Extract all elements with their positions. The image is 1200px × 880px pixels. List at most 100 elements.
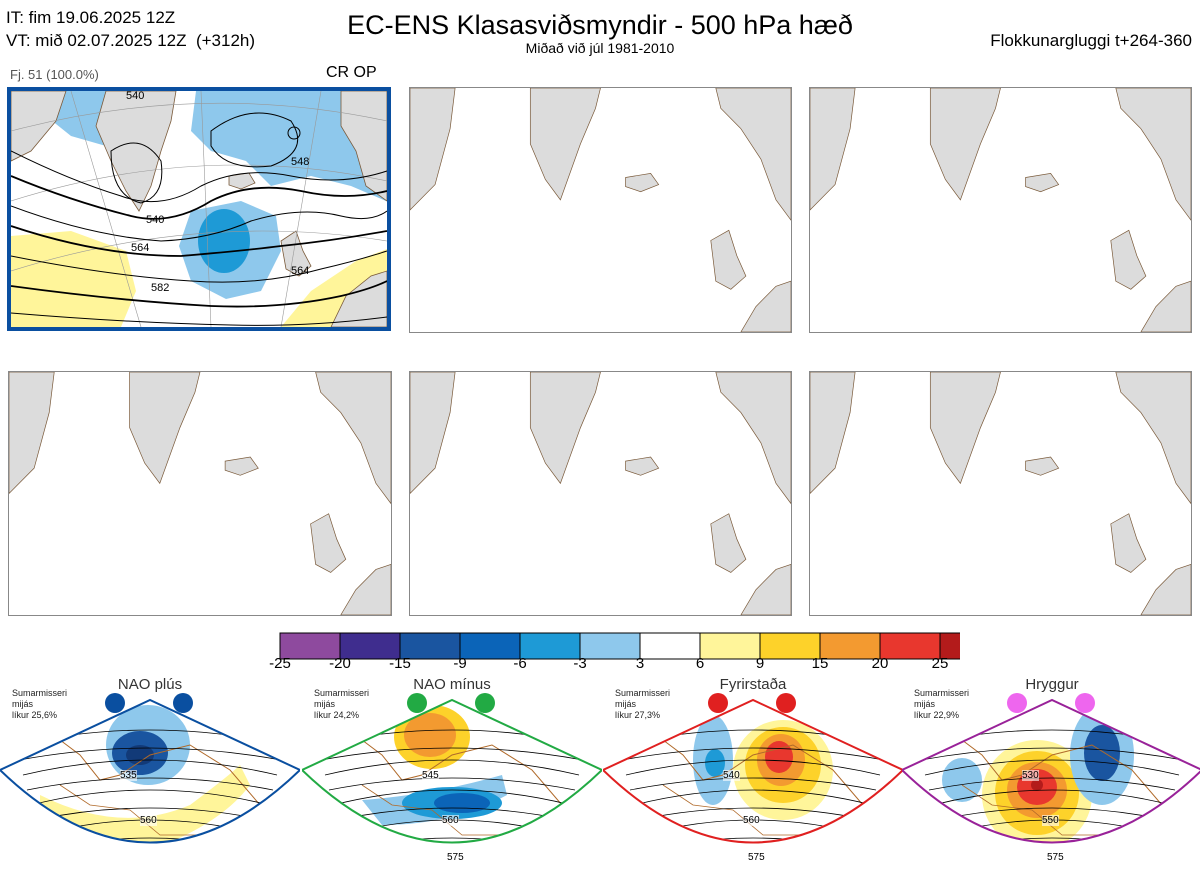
regime-panel[interactable] bbox=[601, 685, 905, 871]
regime-label: CR OP bbox=[326, 64, 377, 81]
regime-contour-label: 575 bbox=[1047, 852, 1064, 863]
init-time: IT: fim 19.06.2025 12Z bbox=[6, 8, 176, 27]
colorbar-tick-label: 9 bbox=[755, 655, 765, 672]
regime-contour-label: 575 bbox=[748, 852, 765, 863]
colorbar-cell bbox=[939, 632, 960, 660]
iceland-land bbox=[1025, 173, 1060, 193]
colorbar-cell bbox=[819, 632, 881, 660]
regime-marker-dot bbox=[407, 693, 427, 713]
greenland bbox=[95, 91, 177, 212]
classification-window: Flokkunargluggi t+264-360 bbox=[990, 31, 1192, 50]
regime-probability-info: Sumarmisseri mijás líkur 22,9% bbox=[914, 688, 970, 720]
colorbar-tick-label: -15 bbox=[389, 655, 411, 672]
scandinavia-land bbox=[715, 88, 791, 221]
regime-title: Fyrirstaða bbox=[719, 676, 787, 693]
britain-land bbox=[1110, 229, 1147, 290]
regime-title: NAO mínus bbox=[413, 676, 491, 693]
cluster-map-empty-panel[interactable] bbox=[8, 371, 392, 616]
cluster-map-empty-panel[interactable] bbox=[409, 371, 792, 616]
europe-land bbox=[1140, 280, 1191, 332]
contour-label: 564 bbox=[291, 265, 309, 277]
regime-contour-label: 560 bbox=[743, 815, 760, 826]
cluster-map-empty-panel[interactable] bbox=[809, 87, 1192, 333]
greenland-land bbox=[129, 372, 201, 485]
colorbar-tick-label: 6 bbox=[695, 655, 705, 672]
colorbar-cell bbox=[639, 632, 701, 660]
regime-marker-dot bbox=[105, 693, 125, 713]
regime-contour-label: 540 bbox=[723, 770, 740, 781]
regime-marker-dot bbox=[475, 693, 495, 713]
regime-contour-label: 550 bbox=[1042, 815, 1059, 826]
regime-contour-label: 560 bbox=[140, 815, 157, 826]
cluster-map-empty-panel[interactable] bbox=[809, 371, 1192, 616]
greenland-land bbox=[929, 372, 1001, 485]
regime-contour-label: 535 bbox=[120, 770, 137, 781]
contour-label: 548 bbox=[291, 156, 309, 168]
regime-map bbox=[0, 698, 302, 844]
canada bbox=[11, 91, 67, 162]
colorbar-tick-label: 3 bbox=[635, 655, 645, 672]
regime-panel[interactable] bbox=[300, 685, 604, 871]
regime-marker-dot bbox=[173, 693, 193, 713]
europe-land bbox=[740, 280, 791, 332]
regime-probability-info: Sumarmisseri mijás líkur 25,6% bbox=[12, 688, 68, 720]
empty-map bbox=[810, 372, 1191, 615]
regime-contour-label: 575 bbox=[447, 852, 464, 863]
regime-map bbox=[300, 698, 604, 844]
continental-europe bbox=[330, 270, 387, 327]
iceland-land bbox=[224, 456, 259, 476]
cluster-map-panel[interactable]: 540 548 540 564 564 582 582 bbox=[7, 87, 391, 331]
britain-land bbox=[310, 513, 347, 573]
height-contours bbox=[11, 112, 387, 326]
empty-map bbox=[9, 372, 391, 615]
cluster-map: 540 548 540 564 564 582 582 bbox=[11, 91, 387, 327]
members-label: Fj. 51 (100.0%) bbox=[10, 67, 99, 82]
regime-contour-label: 530 bbox=[1022, 770, 1039, 781]
regime-title: NAO plús bbox=[117, 676, 183, 693]
canada-land bbox=[810, 372, 856, 495]
cluster-map-empty-panel[interactable] bbox=[409, 87, 792, 333]
colorbar-tick-label: -20 bbox=[329, 655, 351, 672]
page-subtitle: Miðað við júl 1981-2010 bbox=[525, 40, 675, 56]
europe-land bbox=[1140, 564, 1191, 615]
colorbar-cell bbox=[399, 632, 461, 660]
regime-marker-dot bbox=[776, 693, 796, 713]
iceland-land bbox=[625, 456, 660, 476]
regime-panel[interactable] bbox=[900, 685, 1200, 871]
canada-land bbox=[9, 372, 55, 495]
regime-marker-dot bbox=[708, 693, 728, 713]
regime-marker-dot bbox=[1075, 693, 1095, 713]
colorbar-cell bbox=[519, 632, 581, 660]
greenland-land bbox=[529, 88, 601, 201]
colorbar-tick-label: -6 bbox=[513, 655, 527, 672]
britain-land bbox=[710, 229, 747, 290]
regime-map bbox=[601, 698, 905, 844]
regime-probability-info: Sumarmisseri mijás líkur 27,3% bbox=[615, 688, 671, 720]
contour-label: 564 bbox=[131, 242, 149, 254]
greenland-land bbox=[529, 372, 601, 485]
contour-label: 540 bbox=[146, 214, 164, 226]
colorbar-cell bbox=[879, 632, 941, 660]
regime-panel[interactable] bbox=[0, 685, 302, 871]
canada-land bbox=[410, 88, 456, 211]
colorbar-cell bbox=[339, 632, 401, 660]
contour-label: 582 bbox=[151, 282, 169, 294]
scandinavia-land bbox=[1115, 88, 1191, 221]
colorbar-cell bbox=[579, 632, 641, 660]
empty-map bbox=[410, 88, 791, 332]
canada-land bbox=[410, 372, 456, 495]
regime-marker-dot bbox=[1007, 693, 1027, 713]
colorbar bbox=[279, 632, 960, 660]
colorbar-tick-label: -9 bbox=[453, 655, 467, 672]
regime-probability-info: Sumarmisseri mijás líkur 24,2% bbox=[314, 688, 370, 720]
europe-land bbox=[740, 564, 791, 615]
regime-map bbox=[900, 698, 1200, 844]
iceland-land bbox=[625, 173, 660, 193]
colorbar-tick-label: -3 bbox=[573, 655, 587, 672]
greenland-land bbox=[929, 88, 1001, 201]
empty-map bbox=[810, 88, 1191, 332]
regime-title: Hryggur bbox=[1025, 676, 1079, 693]
contour-label: 582 bbox=[311, 326, 329, 327]
iceland-land bbox=[1025, 456, 1060, 476]
britain-land bbox=[710, 513, 747, 573]
